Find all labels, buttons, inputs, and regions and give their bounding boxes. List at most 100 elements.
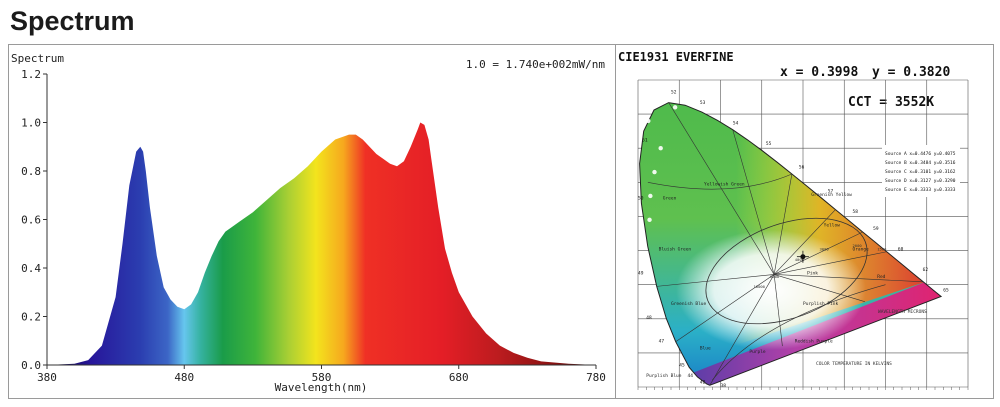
cie-region-line <box>773 274 783 347</box>
cie-wavelength-mark: 45 <box>679 363 685 369</box>
cie-white-dot <box>652 169 657 175</box>
cie-region-curve <box>712 284 886 381</box>
cie-x-readout: x = 0.3998 <box>780 65 858 80</box>
cie-white-dot <box>646 118 651 124</box>
x-tick-label: 680 <box>449 371 469 384</box>
cie-wavelength-mark: 51 <box>642 137 648 143</box>
cie-white-dots <box>646 105 678 223</box>
cie-title: CIE1931 EVERFINE <box>618 50 734 64</box>
cie-region-lines <box>647 102 924 386</box>
cie-cct-readout: CCT = 3552K <box>848 95 934 110</box>
cie-region-line <box>668 102 775 275</box>
cie-region-label: Yellow <box>824 223 841 229</box>
cie-y-readout: y = 0.3820 <box>872 65 950 80</box>
cie-planck-mark: 1500 <box>877 247 887 252</box>
planckian-ellipse <box>705 217 868 325</box>
cie-planck-mark: 10000 <box>754 284 766 289</box>
page-title: Spectrum <box>10 6 135 36</box>
x-tick-label: 780 <box>586 371 606 384</box>
scale-note: 1.0 = 1.740e+002mW/nm <box>466 58 605 71</box>
cie-wavelength-mark: 48 <box>646 315 652 321</box>
cie-wavelength-mark: 55 <box>766 141 772 147</box>
cie-wavelength-mark: 53 <box>700 100 706 106</box>
cie-wavelength-mark: 57 <box>828 189 834 195</box>
panel-divider <box>615 44 616 399</box>
cie-wavelength-mark: 47 <box>659 339 665 345</box>
cie-wavelength-mark: 59 <box>873 226 879 232</box>
cie-source-entry: Source A x=0.4476 y=0.4075 <box>885 151 956 157</box>
cie-region-line <box>774 274 924 283</box>
cie-color-fill <box>639 102 942 386</box>
y-tick-labels: 0.0 0.2 0.4 0.6 0.8 1.0 1.2 <box>21 68 41 372</box>
cie-region-label: Greenish Blue <box>671 301 707 307</box>
cie-region-line <box>774 251 887 275</box>
cie-wavelength-mark: 65 <box>943 287 949 293</box>
cie-wavelength-mark: 58 <box>853 209 859 215</box>
cie-region-label: Bluish Green <box>659 247 692 253</box>
cie-region-line <box>709 274 775 386</box>
cie-wavelength-mark: 42 <box>700 380 706 386</box>
cie-region-label: Orange <box>853 247 870 253</box>
cie-wavelength-mark: 50 <box>638 195 644 201</box>
x-tick-label: 380 <box>37 371 57 384</box>
cie-region-label: Purplish Pink <box>803 301 839 307</box>
cie-region-label: Purple <box>749 349 766 355</box>
cie-region-label: Reddish Purple <box>795 339 833 345</box>
cie-wavelength-mark: 52 <box>671 90 677 96</box>
cie-white-dot <box>647 217 652 223</box>
cie-region-label: Blue <box>700 345 711 351</box>
cie-source-entry: Source E x=0.3333 y=0.3333 <box>885 187 956 193</box>
cie-measured-point <box>796 250 809 263</box>
spectrum-chart: Spectrum 1.0 = 1.740e+002mW/nm 0.0 0.2 0.4… <box>11 52 606 394</box>
x-tick-label: 580 <box>312 371 332 384</box>
y-tick-label: 0.4 <box>21 262 41 275</box>
cie-region-line <box>656 274 775 287</box>
cie-wavelength-note: WAVELENGTH MICRONS <box>878 309 927 315</box>
cie-region-labels: Green Yellowish Green Greenish Yellow Yello… <box>646 182 885 379</box>
cie-wavelength-mark: 62 <box>923 267 929 273</box>
cie-region-line <box>773 173 793 275</box>
cie-wavelength-mark: 38 <box>721 383 727 389</box>
cie-region-line <box>773 231 863 275</box>
y-tick-label: 0.0 <box>21 359 41 372</box>
spectrum-area <box>47 122 596 365</box>
cie-region-label: Greenish Yellow <box>811 192 852 198</box>
spectral-locus <box>639 102 943 386</box>
cie-wavelength-mark: 54 <box>733 120 739 126</box>
cie-white-dot <box>648 193 653 199</box>
cie-chart: CIE1931 EVERFINE x = 0.3998 y = 0.3820 C… <box>618 50 969 390</box>
cie-region-label: Purplish Blue <box>646 373 682 379</box>
x-tick-label: 480 <box>174 371 194 384</box>
cie-region-label: Green <box>663 195 677 201</box>
cie-white-dot <box>672 105 678 110</box>
cie-white-dot <box>658 146 663 151</box>
cie-source-entry: Source B x=0.3484 y=0.3516 <box>885 160 956 166</box>
cie-wavelength-mark: 44 <box>688 373 694 379</box>
cie-region-line <box>675 274 775 342</box>
y-tick-label: 1.2 <box>21 68 41 81</box>
cie-region-label: Pink <box>807 270 818 276</box>
y-tick-label: 0.6 <box>21 214 41 227</box>
cie-wavelength-mark: 56 <box>799 165 805 171</box>
cie-temperature-note: COLOR TEMPERATURE IN KELVINS <box>816 361 892 367</box>
cie-region-line <box>773 209 836 275</box>
cie-wavelength-mark: 60 <box>898 247 904 253</box>
y-tick-label: 1.0 <box>21 117 41 130</box>
tick-marks <box>43 73 597 369</box>
cie-source-entry: Source D x=0.3127 y=0.3290 <box>885 178 956 184</box>
cie-region-line <box>774 274 865 303</box>
cie-region-line <box>732 129 775 275</box>
x-tick-labels: 380 480 580 680 780 <box>37 371 606 384</box>
cie-region-curve <box>647 173 793 190</box>
chart-frame <box>8 44 994 399</box>
cie-planck-mark: 2000 <box>853 243 863 248</box>
cie-region-label: Yellowish Green <box>704 182 745 188</box>
cie-planck-mark: 6000 <box>770 274 780 279</box>
spectrum-title: Spectrum <box>11 52 64 65</box>
x-axis-label: Wavelength(nm) <box>275 381 368 394</box>
y-tick-label: 0.8 <box>21 165 41 178</box>
cie-region-label: Red <box>877 274 885 280</box>
cie-wavelength-mark: 49 <box>638 270 644 276</box>
y-tick-label: 0.2 <box>21 311 41 324</box>
